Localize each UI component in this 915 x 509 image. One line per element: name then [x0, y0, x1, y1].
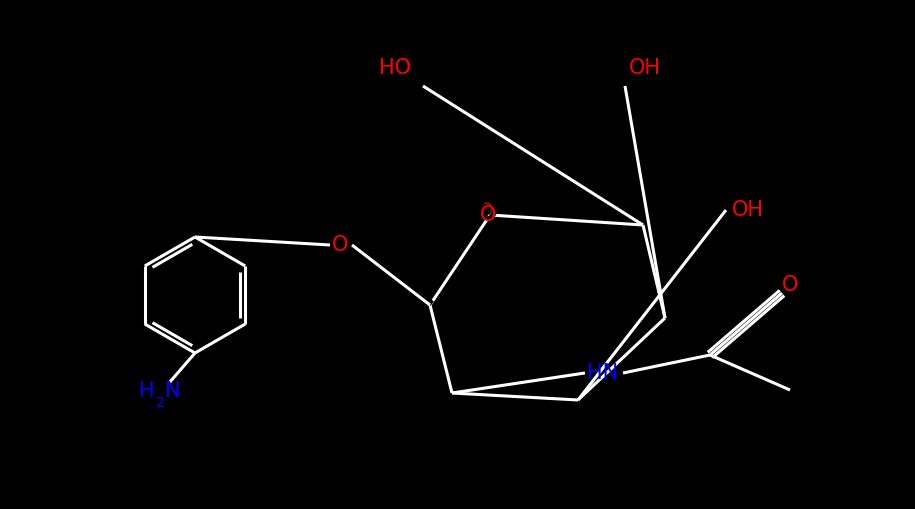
Text: O: O	[474, 198, 498, 226]
Text: O: O	[332, 235, 349, 255]
Text: HO: HO	[379, 58, 411, 78]
Text: OH: OH	[732, 200, 764, 220]
Text: N: N	[165, 381, 180, 401]
Text: H: H	[139, 381, 155, 401]
Text: HN: HN	[587, 363, 619, 383]
Text: O: O	[781, 275, 798, 295]
Text: HO: HO	[379, 58, 411, 78]
Text: OH: OH	[629, 58, 661, 78]
Text: O: O	[478, 202, 494, 222]
Text: 2: 2	[156, 396, 165, 410]
Text: HO: HO	[371, 54, 418, 82]
Text: O: O	[479, 205, 496, 225]
